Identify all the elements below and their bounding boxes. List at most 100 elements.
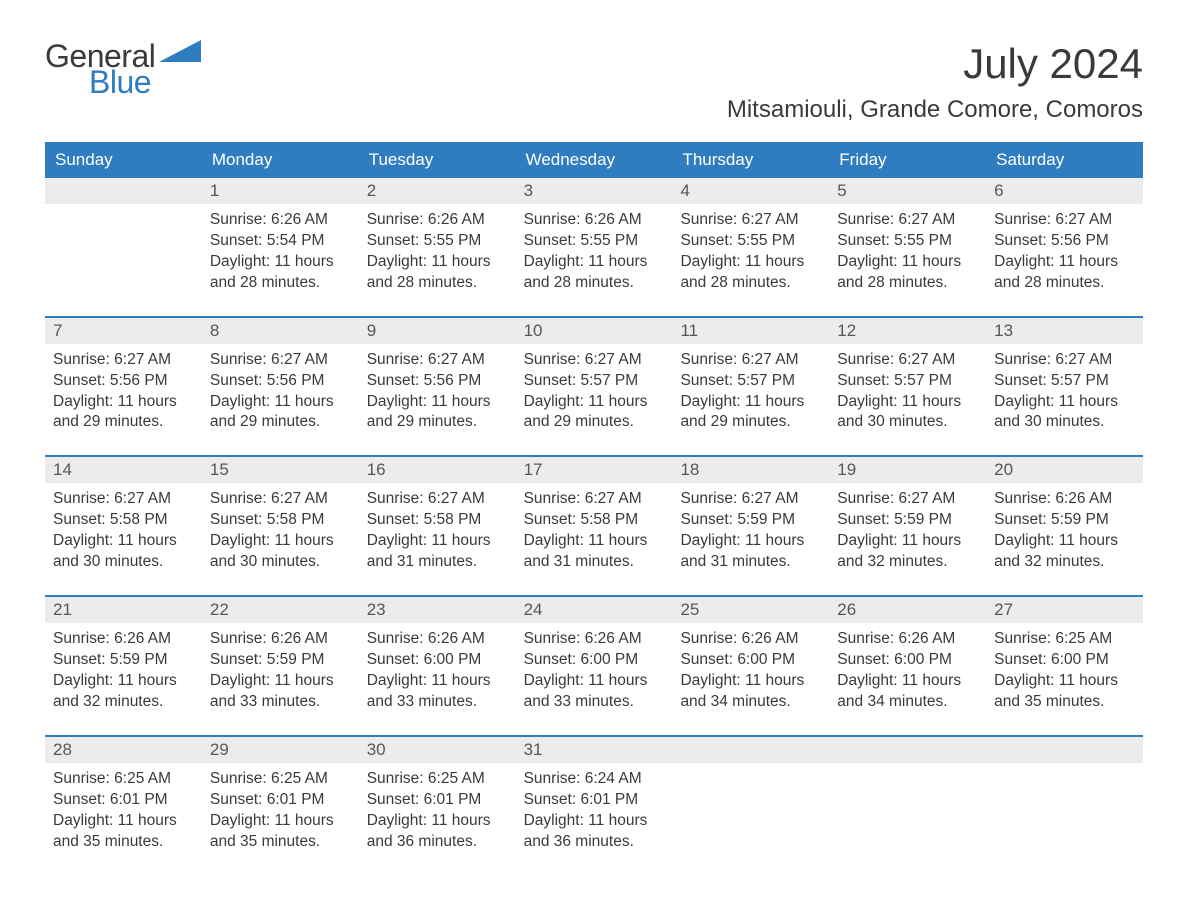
sunset-line: Sunset: 5:57 PM [680, 371, 821, 392]
day-number: 19 [829, 457, 986, 483]
day-body: Sunrise: 6:27 AMSunset: 5:55 PMDaylight:… [672, 204, 829, 298]
sunset-line-label: Sunset: [210, 372, 267, 389]
sunset-line: Sunset: 5:56 PM [210, 371, 351, 392]
daylight-line-label: Daylight: [994, 393, 1059, 410]
sunrise-line: Sunrise: 6:27 AM [680, 489, 821, 510]
sunset-line-label: Sunset: [680, 511, 737, 528]
day-number: 7 [45, 318, 202, 344]
day-body: Sunrise: 6:26 AMSunset: 5:59 PMDaylight:… [986, 483, 1143, 577]
sunrise-line-value: 6:26 AM [271, 211, 328, 228]
day-number: 5 [829, 178, 986, 204]
day-body: Sunrise: 6:26 AMSunset: 6:00 PMDaylight:… [829, 623, 986, 717]
sunrise-line-value: 6:26 AM [585, 211, 642, 228]
sunset-line-label: Sunset: [837, 232, 894, 249]
day-number: 26 [829, 597, 986, 623]
sunrise-line: Sunrise: 6:27 AM [680, 210, 821, 231]
calendar-header-cell: Thursday [672, 142, 829, 178]
day-body: Sunrise: 6:25 AMSunset: 6:01 PMDaylight:… [45, 763, 202, 857]
sunrise-line-label: Sunrise: [210, 211, 271, 228]
day-body: Sunrise: 6:27 AMSunset: 5:58 PMDaylight:… [516, 483, 673, 577]
sunrise-line-label: Sunrise: [994, 351, 1055, 368]
sunset-line-value: 6:01 PM [580, 791, 638, 808]
sunset-line-value: 5:57 PM [1051, 372, 1109, 389]
daylight-line-label: Daylight: [210, 253, 275, 270]
calendar-week-row: 1Sunrise: 6:26 AMSunset: 5:54 PMDaylight… [45, 178, 1143, 298]
calendar-day-cell: 8Sunrise: 6:27 AMSunset: 5:56 PMDaylight… [202, 318, 359, 438]
calendar-day-cell: 21Sunrise: 6:26 AMSunset: 5:59 PMDayligh… [45, 597, 202, 717]
sunrise-line-label: Sunrise: [524, 351, 585, 368]
sunrise-line: Sunrise: 6:26 AM [837, 629, 978, 650]
sunset-line-label: Sunset: [367, 791, 424, 808]
day-body: Sunrise: 6:27 AMSunset: 5:57 PMDaylight:… [829, 344, 986, 438]
sunset-line: Sunset: 5:56 PM [994, 231, 1135, 252]
daylight-line-label: Daylight: [53, 532, 118, 549]
daylight-line-label: Daylight: [210, 532, 275, 549]
sunset-line-value: 5:55 PM [737, 232, 795, 249]
sunrise-line: Sunrise: 6:26 AM [524, 629, 665, 650]
calendar-day-cell: 2Sunrise: 6:26 AMSunset: 5:55 PMDaylight… [359, 178, 516, 298]
daylight-line: Daylight: 11 hours and 28 minutes. [367, 252, 508, 294]
calendar-day-cell: 10Sunrise: 6:27 AMSunset: 5:57 PMDayligh… [516, 318, 673, 438]
sunset-line: Sunset: 6:01 PM [524, 790, 665, 811]
daylight-line: Daylight: 11 hours and 36 minutes. [524, 811, 665, 853]
sunrise-line: Sunrise: 6:26 AM [367, 629, 508, 650]
daylight-line-label: Daylight: [994, 672, 1059, 689]
day-number: 2 [359, 178, 516, 204]
sunrise-line-label: Sunrise: [367, 490, 428, 507]
day-body: Sunrise: 6:27 AMSunset: 5:55 PMDaylight:… [829, 204, 986, 298]
day-number: 31 [516, 737, 673, 763]
day-body: Sunrise: 6:27 AMSunset: 5:57 PMDaylight:… [672, 344, 829, 438]
calendar-header-cell: Sunday [45, 142, 202, 178]
daylight-line: Daylight: 11 hours and 35 minutes. [53, 811, 194, 853]
calendar-header-cell: Monday [202, 142, 359, 178]
daylight-line: Daylight: 11 hours and 31 minutes. [680, 531, 821, 573]
sunrise-line-value: 6:26 AM [1055, 490, 1112, 507]
sunset-line: Sunset: 5:59 PM [994, 510, 1135, 531]
sunrise-line-label: Sunrise: [837, 490, 898, 507]
daylight-line: Daylight: 11 hours and 33 minutes. [367, 671, 508, 713]
sunrise-line-value: 6:27 AM [1055, 211, 1112, 228]
sunset-line-label: Sunset: [367, 651, 424, 668]
sunrise-line-label: Sunrise: [680, 630, 741, 647]
sunset-line-value: 5:57 PM [737, 372, 795, 389]
sunset-line-value: 5:56 PM [1051, 232, 1109, 249]
daylight-line: Daylight: 11 hours and 28 minutes. [680, 252, 821, 294]
daylight-line: Daylight: 11 hours and 35 minutes. [210, 811, 351, 853]
sunset-line-value: 6:01 PM [424, 791, 482, 808]
sunset-line-value: 5:56 PM [267, 372, 325, 389]
calendar-day-cell: 6Sunrise: 6:27 AMSunset: 5:56 PMDaylight… [986, 178, 1143, 298]
sunrise-line-value: 6:26 AM [898, 630, 955, 647]
sunrise-line-label: Sunrise: [837, 351, 898, 368]
daylight-line-label: Daylight: [680, 532, 745, 549]
sunset-line-label: Sunset: [210, 511, 267, 528]
sunset-line-label: Sunset: [524, 791, 581, 808]
day-number: 13 [986, 318, 1143, 344]
sunset-line-label: Sunset: [53, 372, 110, 389]
day-body: Sunrise: 6:27 AMSunset: 5:56 PMDaylight:… [359, 344, 516, 438]
day-body: Sunrise: 6:26 AMSunset: 6:00 PMDaylight:… [359, 623, 516, 717]
sunset-line-value: 5:56 PM [110, 372, 168, 389]
calendar-header-cell: Friday [829, 142, 986, 178]
sunrise-line-label: Sunrise: [994, 490, 1055, 507]
day-body: Sunrise: 6:27 AMSunset: 5:58 PMDaylight:… [359, 483, 516, 577]
sunset-line: Sunset: 6:00 PM [367, 650, 508, 671]
sunrise-line-value: 6:27 AM [898, 211, 955, 228]
sunset-line-label: Sunset: [210, 232, 267, 249]
day-body: Sunrise: 6:27 AMSunset: 5:57 PMDaylight:… [986, 344, 1143, 438]
sunrise-line-value: 6:27 AM [585, 490, 642, 507]
sunrise-line: Sunrise: 6:27 AM [53, 350, 194, 371]
sunset-line-label: Sunset: [53, 511, 110, 528]
calendar-day-cell: 17Sunrise: 6:27 AMSunset: 5:58 PMDayligh… [516, 457, 673, 577]
sunrise-line: Sunrise: 6:25 AM [53, 769, 194, 790]
sunrise-line-label: Sunrise: [524, 490, 585, 507]
daylight-line: Daylight: 11 hours and 30 minutes. [53, 531, 194, 573]
daylight-line-label: Daylight: [837, 532, 902, 549]
sunset-line: Sunset: 5:55 PM [680, 231, 821, 252]
daylight-line-label: Daylight: [367, 532, 432, 549]
sunset-line-label: Sunset: [680, 232, 737, 249]
sunrise-line-value: 6:24 AM [585, 770, 642, 787]
calendar-week-row: 14Sunrise: 6:27 AMSunset: 5:58 PMDayligh… [45, 455, 1143, 577]
sunrise-line-label: Sunrise: [680, 351, 741, 368]
calendar-day-cell: 11Sunrise: 6:27 AMSunset: 5:57 PMDayligh… [672, 318, 829, 438]
sunrise-line: Sunrise: 6:25 AM [367, 769, 508, 790]
